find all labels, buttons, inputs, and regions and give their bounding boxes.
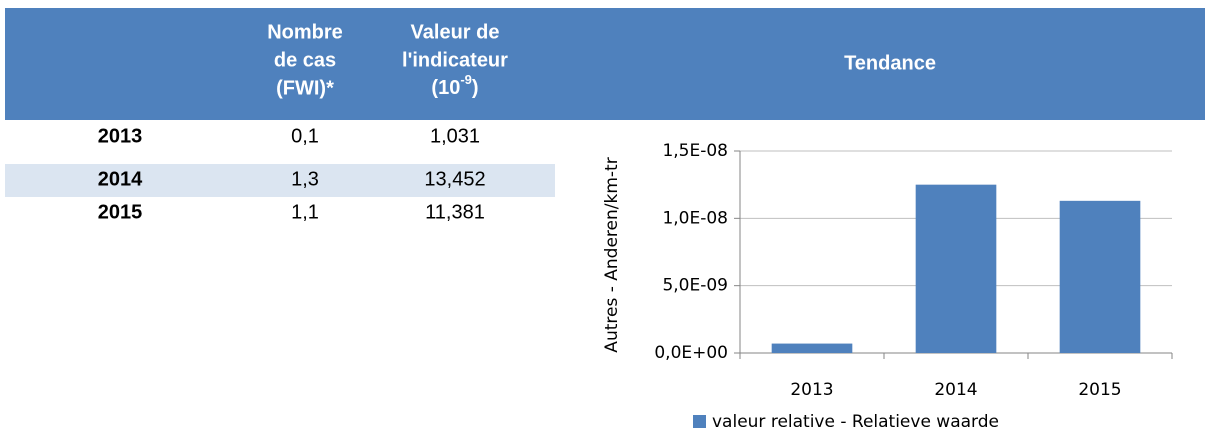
header-text: de cas [274, 49, 336, 71]
row-year: 2015 [98, 201, 143, 223]
y-tick-label: 1,0E-08 [662, 208, 728, 228]
bar [915, 184, 997, 353]
superscript: -9 [460, 72, 472, 87]
row-year: 2013 [98, 125, 143, 147]
y-tick-label: 1,5E-08 [662, 141, 728, 161]
header-text: l'indicateur [402, 49, 508, 71]
table-cell: 1,1 [291, 201, 319, 223]
x-tick-label: 2015 [1078, 380, 1121, 400]
table-body: 2013 0,1 1,031 2014 1,3 13,452 2015 1,1 11,381 [98, 125, 486, 223]
chart: 0,0E+00 5,0E-09 1,0E-08 1,5E-08 Autres - And… [602, 141, 1173, 432]
y-tick-label: 0,0E+00 [654, 343, 728, 363]
table-cell: 0,1 [291, 125, 319, 147]
row-band [5, 164, 555, 197]
table-cell: 1,3 [291, 168, 319, 190]
y-axis-label: Autres - Anderen/km-tr [602, 157, 622, 352]
header-text: Tendance [844, 52, 936, 74]
table-cell: 13,452 [424, 168, 485, 190]
header-text: (10-9) [431, 72, 478, 99]
legend-label: valeur relative - Relatieve waarde [712, 412, 999, 432]
header-text: (FWI)* [276, 77, 334, 99]
bar [1059, 200, 1141, 353]
header-text: Valeur de [411, 21, 500, 43]
table-cell: 11,381 [425, 201, 485, 223]
x-tick-label: 2014 [934, 380, 977, 400]
header-band [5, 8, 1205, 120]
header-text: ) [472, 77, 479, 99]
header-text: Nombre [267, 21, 343, 43]
table-cell: 1,031 [430, 125, 480, 147]
row-year: 2014 [98, 168, 143, 190]
header-text: (10 [431, 77, 460, 99]
bar [771, 343, 853, 353]
legend-swatch [693, 415, 706, 428]
x-tick-label: 2013 [790, 380, 833, 400]
y-tick-label: 5,0E-09 [662, 276, 728, 296]
